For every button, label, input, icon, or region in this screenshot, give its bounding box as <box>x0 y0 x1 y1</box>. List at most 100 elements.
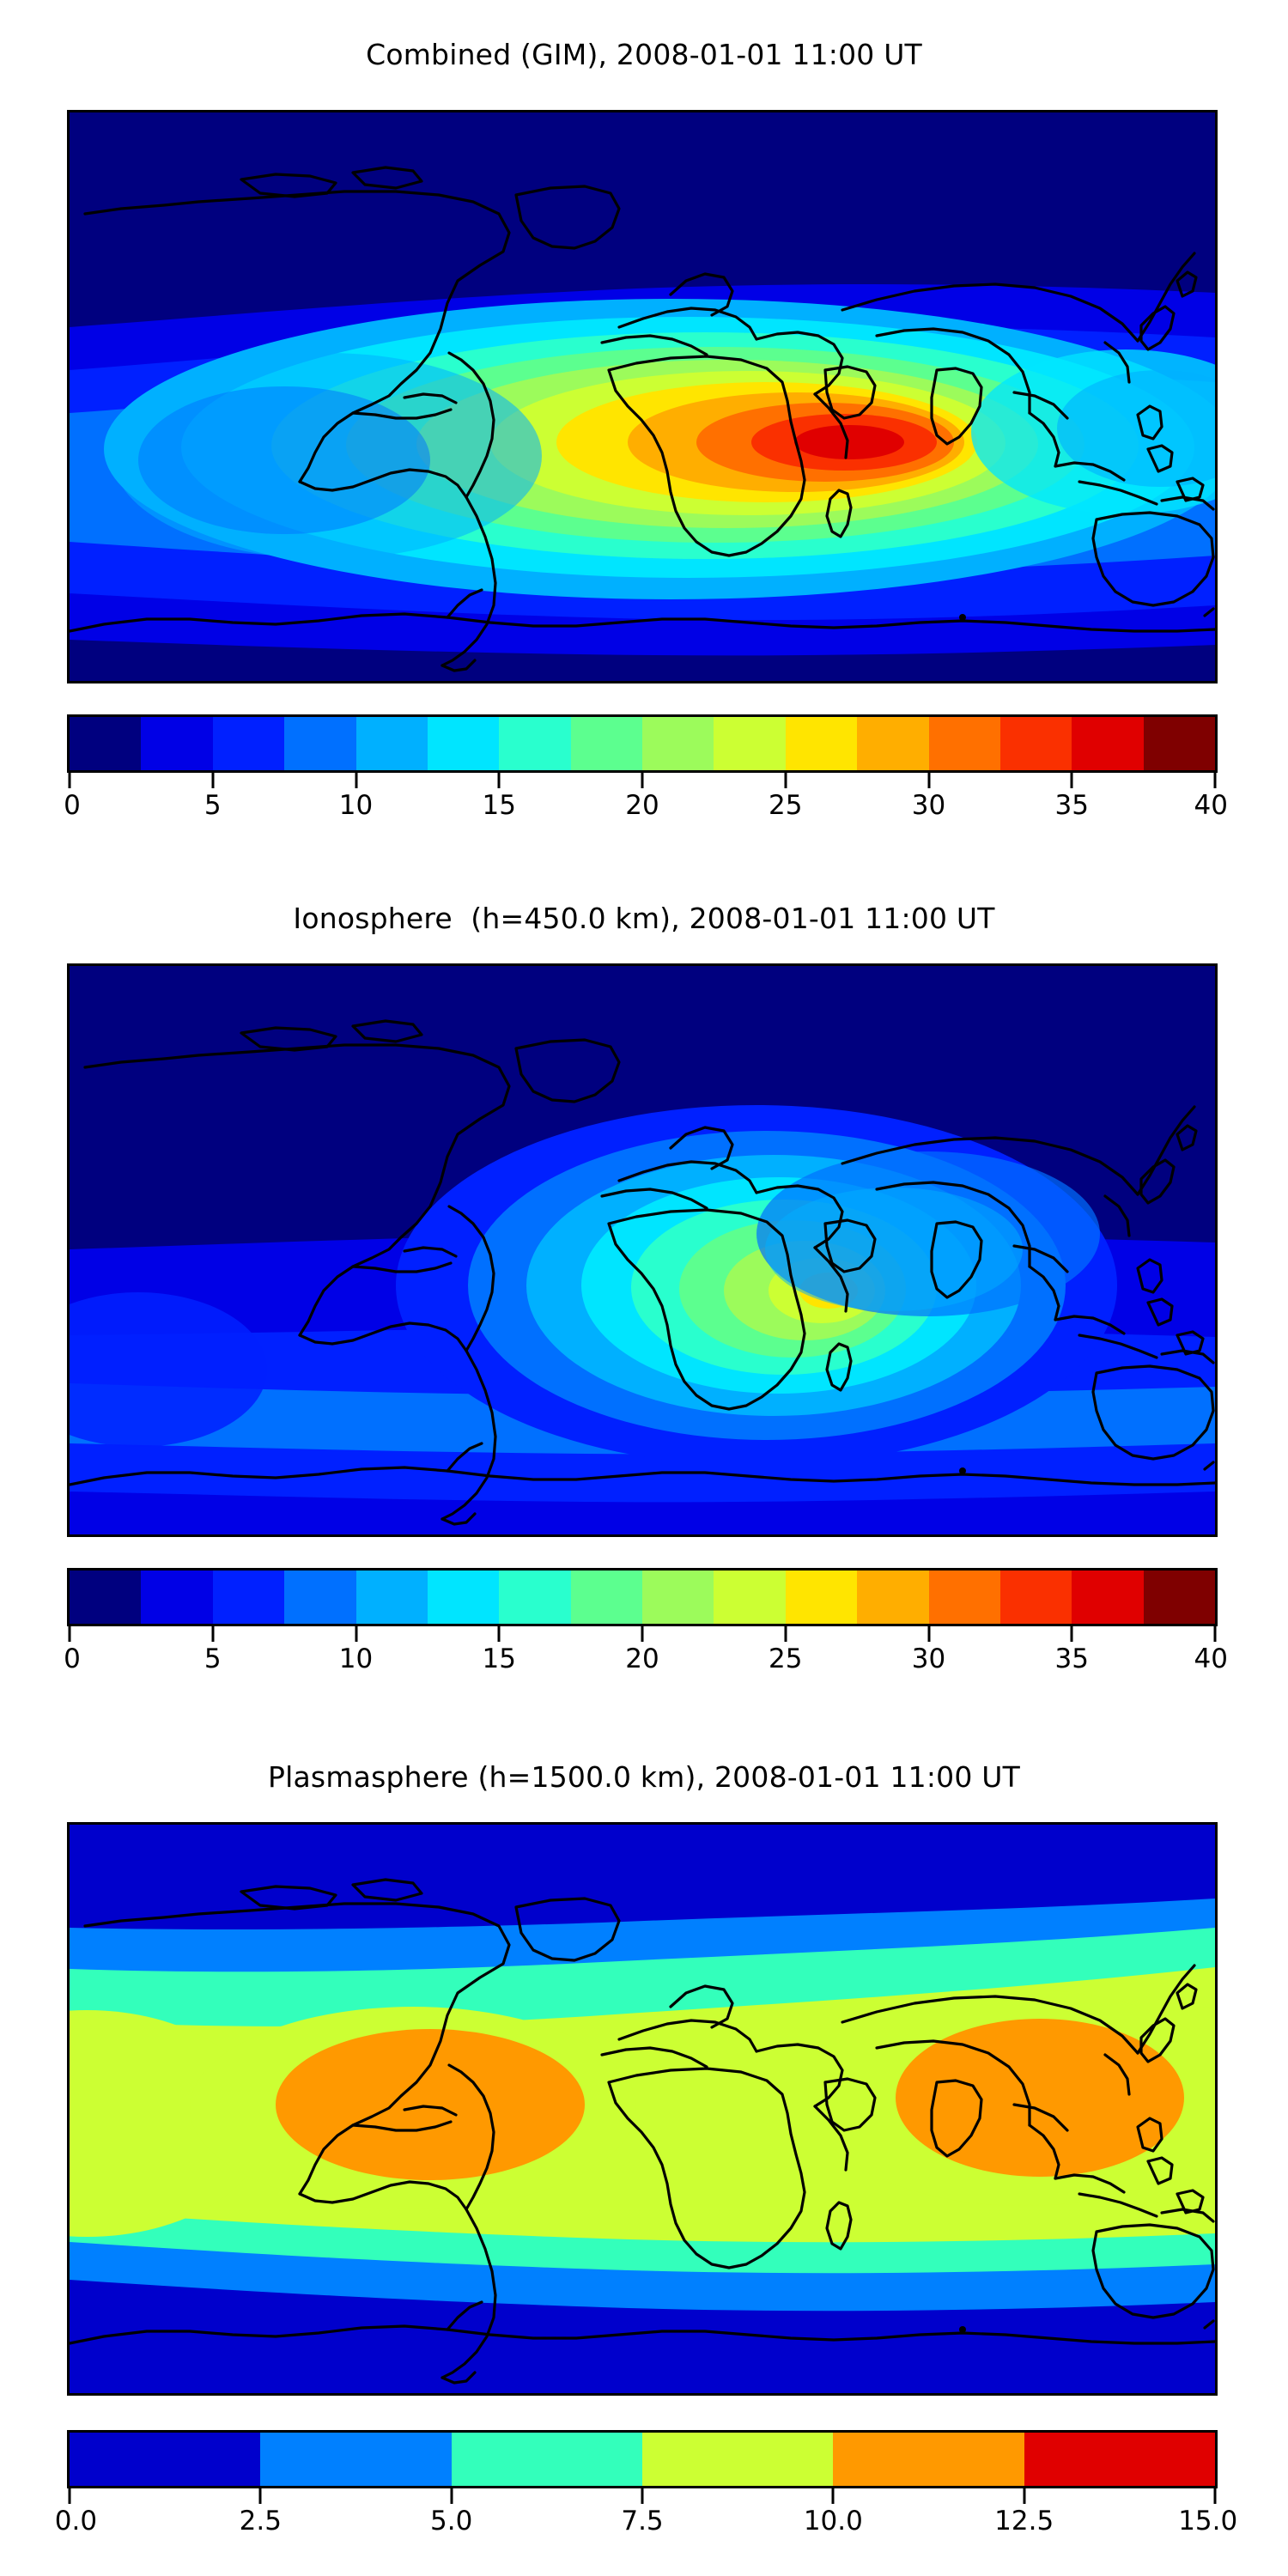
map-canvas-plasmasphere <box>70 1825 1215 2393</box>
colorbar-tick-label-8: 40 <box>1194 1643 1228 1674</box>
panel-title-combined: Combined (GIM), 2008-01-01 11:00 UT <box>366 38 922 71</box>
colorbar-labels-plasmasphere: 0.0 2.5 5.0 7.5 10.0 12.5 15.0 <box>55 2506 1237 2543</box>
colorbar-band-4 <box>355 717 428 770</box>
colorbar-band-6 <box>499 717 571 770</box>
colorbar-band-15 <box>1143 1571 1215 1624</box>
colorbar-tick-0 <box>68 1626 71 1642</box>
colorbar-band-11 <box>857 1571 929 1624</box>
colorbar-tick-label-5: 12.5 <box>994 2506 1054 2537</box>
colorbar-labels-ionosphere: 0 5 10 15 20 25 30 35 40 <box>64 1643 1228 1681</box>
colorbar-tick-label-3: 7.5 <box>621 2506 664 2537</box>
colorbar-band-6 <box>499 1571 571 1624</box>
colorbar-band-12 <box>928 1571 1000 1624</box>
colorbar-tick-0 <box>68 2488 71 2504</box>
colorbar-tick-label-1: 5 <box>204 790 222 821</box>
colorbar-band-0 <box>70 1571 142 1624</box>
map-combined-gim <box>67 110 1218 683</box>
colorbar-tick-5 <box>784 773 787 788</box>
colorbar-tick-8 <box>1213 773 1217 788</box>
colorbar-band-10 <box>785 717 858 770</box>
colorbar-band-9 <box>714 717 786 770</box>
colorbar-tick-1 <box>211 1626 215 1642</box>
colorbar-band-3 <box>284 1571 356 1624</box>
colorbar-band-2 <box>451 2433 642 2486</box>
colorbar-band-5 <box>427 717 500 770</box>
colorbar-band-13 <box>999 717 1072 770</box>
colorbar-tick-7 <box>1070 773 1073 788</box>
colorbar-tick-label-7: 35 <box>1054 790 1089 821</box>
colorbar-band-4 <box>833 2433 1024 2486</box>
colorbar-tick-2 <box>355 773 357 788</box>
colorbar-tick-label-4: 10.0 <box>803 2506 863 2537</box>
colorbar-tick-3 <box>497 773 501 788</box>
colorbar-band-10 <box>785 1571 858 1624</box>
panel-ionosphere: Ionosphere (h=450.0 km), 2008-01-01 11:0… <box>0 859 1288 1726</box>
colorbar-band-14 <box>1072 1571 1144 1624</box>
colorbar-tick-label-2: 10 <box>338 1643 374 1674</box>
colorbar-band-3 <box>284 717 356 770</box>
colorbar-tick-3 <box>641 2488 644 2504</box>
colorbar-tick-6 <box>927 1626 930 1642</box>
colorbar-tick-7 <box>1070 1626 1073 1642</box>
colorbar-band-4 <box>355 1571 428 1624</box>
colorbar-tick-label-6: 30 <box>911 1643 946 1674</box>
colorbar-band-0 <box>70 717 142 770</box>
colorbar-band-3 <box>641 2433 834 2486</box>
colorbar-band-7 <box>570 717 642 770</box>
colorbar-tick-label-0: 0 <box>64 790 81 821</box>
colorbar-tick-3 <box>497 1626 501 1642</box>
colorbar-tick-label-7: 35 <box>1054 1643 1089 1674</box>
panel-plasmasphere: Plasmasphere (h=1500.0 km), 2008-01-01 1… <box>0 1726 1288 2576</box>
colorbar-tick-4 <box>641 773 644 788</box>
colorbar-tick-label-2: 10 <box>338 790 374 821</box>
colorbar-band-8 <box>642 717 714 770</box>
colorbar-tick-label-5: 25 <box>769 1643 803 1674</box>
colorbar-tick-1 <box>258 2488 262 2504</box>
colorbar-gradient-ionosphere <box>67 1568 1218 1626</box>
colorbar-band-0 <box>70 2433 261 2486</box>
map-canvas-ionosphere <box>70 966 1215 1534</box>
colorbar-tick-label-1: 5 <box>204 1643 222 1674</box>
panel-combined-gim: Combined (GIM), 2008-01-01 11:00 UT <box>0 0 1288 859</box>
colorbar-band-9 <box>714 1571 786 1624</box>
colorbar-band-7 <box>570 1571 642 1624</box>
colorbar-tick-label-6: 30 <box>911 790 946 821</box>
colorbar-tick-label-6: 15.0 <box>1178 2506 1238 2537</box>
colorbar-tick-6 <box>1213 2488 1217 2504</box>
colorbar-labels-combined: 0 5 10 15 20 25 30 35 40 <box>64 790 1228 828</box>
colorbar-tick-6 <box>927 773 930 788</box>
colorbar-tick-label-4: 20 <box>625 1643 659 1674</box>
colorbar-tick-label-1: 2.5 <box>239 2506 282 2537</box>
colorbar-band-1 <box>260 2433 452 2486</box>
colorbar-gradient-plasmasphere <box>67 2430 1218 2488</box>
colorbar-tick-label-5: 25 <box>769 790 803 821</box>
map-canvas-combined <box>70 112 1215 681</box>
colorbar-band-1 <box>141 1571 213 1624</box>
colorbar-tick-label-3: 15 <box>482 790 516 821</box>
colorbar-band-5 <box>427 1571 500 1624</box>
colorbar-plasmasphere: 0.0 2.5 5.0 7.5 10.0 12.5 15.0 <box>55 2430 1237 2543</box>
colorbar-band-5 <box>1024 2433 1215 2486</box>
colorbar-ticks-ionosphere <box>67 1626 1218 1643</box>
colorbar-combined-gim: 0 5 10 15 20 25 30 35 40 <box>64 714 1228 828</box>
colorbar-tick-label-4: 20 <box>625 790 659 821</box>
colorbar-band-13 <box>999 1571 1072 1624</box>
colorbar-tick-4 <box>831 2488 835 2504</box>
colorbar-tick-label-0: 0.0 <box>54 2506 98 2537</box>
colorbar-tick-5 <box>1023 2488 1026 2504</box>
colorbar-tick-2 <box>355 1626 357 1642</box>
colorbar-band-1 <box>141 717 213 770</box>
colorbar-band-11 <box>857 717 929 770</box>
colorbar-band-15 <box>1143 717 1215 770</box>
colorbar-band-12 <box>928 717 1000 770</box>
panel-title-ionosphere: Ionosphere (h=450.0 km), 2008-01-01 11:0… <box>293 902 995 935</box>
colorbar-band-8 <box>642 1571 714 1624</box>
colorbar-gradient-combined <box>67 714 1218 773</box>
colorbar-ticks-plasmasphere <box>67 2488 1218 2506</box>
colorbar-tick-4 <box>641 1626 644 1642</box>
colorbar-band-2 <box>212 1571 285 1624</box>
colorbar-ticks-combined <box>67 773 1218 790</box>
colorbar-band-14 <box>1072 717 1144 770</box>
colorbar-band-2 <box>212 717 285 770</box>
